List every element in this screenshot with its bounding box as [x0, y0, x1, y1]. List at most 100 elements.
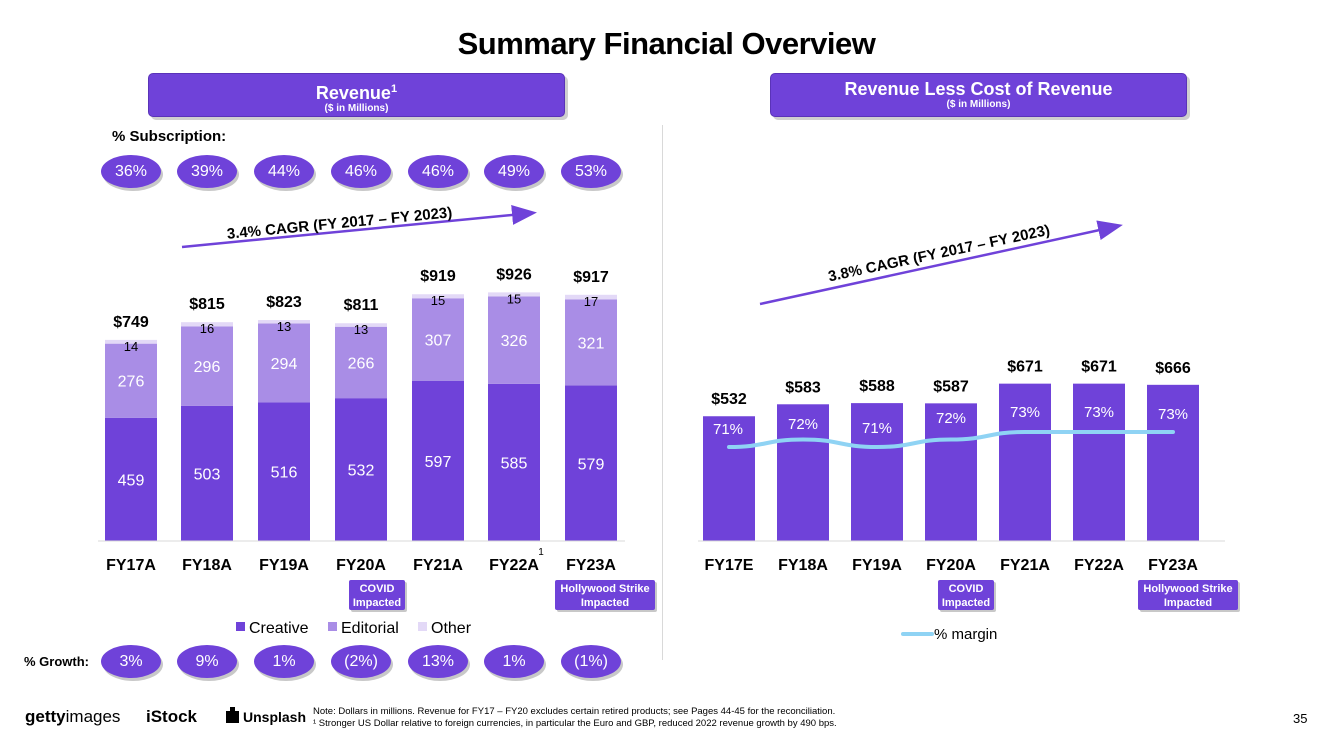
- revenue-covid-callout-box: [349, 580, 405, 610]
- label-editorial-FY20A: 266: [348, 355, 375, 372]
- rlcr-value-label-FY17E: $532: [711, 391, 747, 408]
- bar-creative-FY22A: [488, 383, 540, 541]
- growth-pill-3: (2%): [331, 645, 391, 678]
- rlcr-strike-callout-line2: Impacted: [1164, 597, 1212, 609]
- label-creative-FY18A: 503: [194, 466, 221, 483]
- revenue-strike-callout-line1: Hollywood Strike: [560, 583, 649, 595]
- x-tick-FY19A: FY19A: [259, 557, 309, 574]
- bar-creative-FY20A: [335, 398, 387, 541]
- subscription-pill-0: 36%: [101, 155, 161, 188]
- unsplash-icon: [226, 707, 239, 723]
- rlcr-value-label-FY20A: $587: [933, 378, 969, 395]
- getty-logo-bold: getty: [25, 707, 66, 726]
- label-other-FY22A: 15: [507, 291, 521, 306]
- rlcr-strike-callout-box: [1138, 580, 1238, 610]
- label-other-FY21A: 15: [431, 293, 445, 308]
- x-tick-FY21A: FY21A: [413, 557, 463, 574]
- bar-editorial-FY23A: [565, 299, 617, 386]
- legend-label-creative: Creative: [249, 620, 309, 637]
- bar-other-FY20A: [335, 323, 387, 327]
- growth-pill-1: 9%: [177, 645, 237, 678]
- margin-label-FY19A: 71%: [862, 420, 892, 437]
- rlcr-x-tick-FY20A: FY20A: [926, 557, 976, 574]
- bar-editorial-FY18A: [181, 326, 233, 406]
- growth-pill-5: 1%: [484, 645, 544, 678]
- footnotes: Note: Dollars in millions. Revenue for F…: [313, 706, 837, 730]
- footnote-2: ¹ Stronger US Dollar relative to foreign…: [313, 718, 837, 729]
- label-other-FY19A: 13: [277, 319, 291, 334]
- bar-rlcr-FY18A: [777, 404, 829, 541]
- label-creative-FY21A: 597: [425, 454, 452, 471]
- margin-label-FY17E: 71%: [713, 421, 743, 438]
- label-creative-FY20A: 532: [348, 463, 375, 480]
- subscription-pill-3: 46%: [331, 155, 391, 188]
- subscription-pill-4: 46%: [408, 155, 468, 188]
- rlcr-covid-callout-line1: COVID: [949, 583, 984, 595]
- bar-editorial-FY20A: [335, 326, 387, 399]
- x-tick-FY22A: FY22A: [489, 557, 539, 574]
- revenue-header: Revenue1 ($ in Millions): [148, 73, 565, 117]
- total-label-FY17A: $749: [113, 314, 149, 331]
- rlcr-cagr-label: 3.8% CAGR (FY 2017 – FY 2023): [827, 222, 1052, 286]
- label-other-FY20A: 13: [354, 322, 368, 337]
- rlcr-x-tick-FY23A: FY23A: [1148, 557, 1198, 574]
- page-number: 35: [1293, 711, 1308, 726]
- rlcr-x-tick-FY19A: FY19A: [852, 557, 902, 574]
- margin-label-FY22A: 73%: [1084, 404, 1114, 421]
- total-label-FY20A: $811: [344, 297, 379, 314]
- label-creative-FY17A: 459: [118, 472, 145, 489]
- total-label-FY23A: $917: [573, 269, 609, 286]
- x-tick-FY17A: FY17A: [106, 557, 156, 574]
- total-label-FY18A: $815: [189, 296, 225, 313]
- label-editorial-FY22A: 326: [501, 333, 528, 350]
- rlcr-value-label-FY23A: $666: [1155, 360, 1191, 377]
- legend-swatch-other: [418, 622, 427, 631]
- growth-label: % Growth:: [24, 654, 89, 669]
- subscription-pill-1: 39%: [177, 155, 237, 188]
- label-editorial-FY23A: 321: [578, 335, 605, 352]
- revenue-cagr-label: 3.4% CAGR (FY 2017 – FY 2023): [226, 204, 453, 243]
- bar-editorial-FY19A: [258, 323, 310, 403]
- margin-label-FY20A: 72%: [936, 410, 966, 427]
- bar-creative-FY23A: [565, 385, 617, 541]
- subscription-pill-2: 44%: [254, 155, 314, 188]
- rlcr-value-label-FY21A: $671: [1007, 359, 1043, 376]
- rlcr-header-subtitle: ($ in Millions): [946, 99, 1011, 110]
- x-tick-FY23A: FY23A: [566, 557, 616, 574]
- rlcr-x-tick-FY21A: FY21A: [1000, 557, 1050, 574]
- rlcr-x-tick-FY18A: FY18A: [778, 557, 828, 574]
- rlcr-covid-callout-box: [938, 580, 994, 610]
- x-tick-FY18A: FY18A: [182, 557, 232, 574]
- label-editorial-FY19A: 294: [271, 356, 298, 373]
- bar-rlcr-FY19A: [851, 403, 903, 541]
- footnote-1: Note: Dollars in millions. Revenue for F…: [313, 706, 836, 717]
- revenue-header-subtitle: ($ in Millions): [324, 103, 389, 114]
- bar-other-FY23A: [565, 294, 617, 300]
- label-editorial-FY21A: 307: [425, 332, 452, 349]
- revenue-cagr-arrow: [181, 204, 537, 249]
- subscription-pill-6: 53%: [561, 155, 621, 188]
- bar-other-FY17A: [105, 339, 157, 344]
- bar-creative-FY21A: [412, 380, 464, 541]
- bar-editorial-FY22A: [488, 296, 540, 384]
- rlcr-strike-callout-line1: Hollywood Strike: [1143, 583, 1232, 595]
- margin-label-FY21A: 73%: [1010, 404, 1040, 421]
- bar-editorial-FY17A: [105, 343, 157, 418]
- bar-rlcr-FY17E: [703, 416, 755, 541]
- subscription-pill-5: 49%: [484, 155, 544, 188]
- margin-label-FY18A: 72%: [788, 416, 818, 433]
- margin-line: [727, 429, 1175, 450]
- revenue-header-sup: 1: [390, 83, 398, 95]
- x-tick-sup-FY22A: 1: [538, 547, 544, 558]
- gettyimages-logo: gettyimages: [25, 707, 120, 727]
- bar-rlcr-FY22A: [1073, 383, 1125, 541]
- total-label-FY21A: $919: [420, 268, 456, 285]
- rlcr-x-tick-FY22A: FY22A: [1074, 557, 1124, 574]
- growth-pill-2: 1%: [254, 645, 314, 678]
- legend-label-other: Other: [431, 620, 472, 637]
- bar-other-FY21A: [412, 294, 464, 299]
- bar-creative-FY18A: [181, 405, 233, 541]
- bar-creative-FY19A: [258, 402, 310, 541]
- istock-logo-text: iStock: [146, 707, 198, 726]
